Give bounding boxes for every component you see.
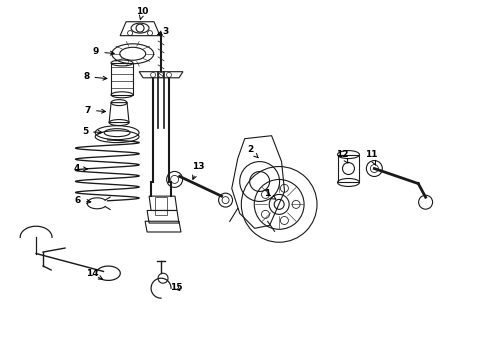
Text: 14: 14 (86, 269, 102, 279)
Text: 8: 8 (83, 72, 107, 81)
Text: 6: 6 (75, 196, 91, 205)
Text: 9: 9 (93, 48, 114, 57)
Text: 15: 15 (171, 283, 183, 292)
Text: 1: 1 (264, 189, 276, 199)
Text: 13: 13 (193, 162, 205, 179)
Text: 5: 5 (82, 127, 102, 136)
Text: 11: 11 (365, 150, 377, 165)
Text: 7: 7 (85, 105, 105, 114)
Text: 4: 4 (74, 164, 87, 173)
Text: 3: 3 (157, 27, 169, 36)
Text: 10: 10 (136, 7, 148, 19)
Text: 12: 12 (336, 150, 349, 163)
Text: 2: 2 (247, 145, 258, 158)
